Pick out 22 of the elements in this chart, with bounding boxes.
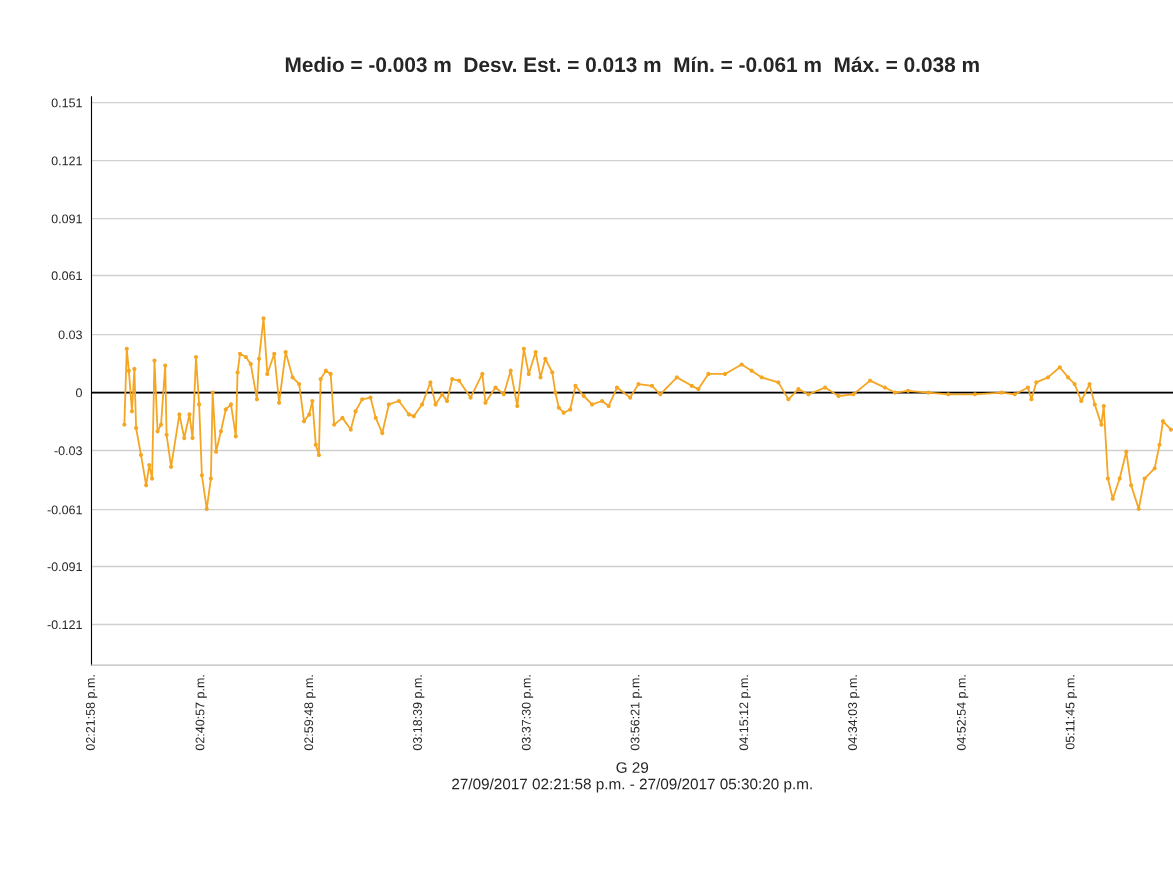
y-tick-label: -0.121 — [47, 620, 82, 630]
y-tick-label: -0.091 — [47, 562, 82, 572]
y-tick-label: 0.121 — [51, 156, 82, 166]
x-tick-label: 03:18:39 p.m. — [413, 675, 425, 751]
y-tick-label: 0.061 — [51, 271, 82, 281]
y-tick-label: 0.091 — [51, 214, 82, 224]
x-axis-title: G 29 27/09/2017 02:21:58 p.m. - 27/09/2017 05:30:20 p.m. — [452, 762, 812, 793]
chart-title: Medio = -0.003 m Desv. Est. = 0.013 m Mín. = -0.061 m Máx. = 0.038 m — [285, 56, 979, 73]
y-tick-label: -0.061 — [47, 505, 82, 515]
x-tick-label: 03:56:21 p.m. — [630, 675, 642, 751]
x-tick-label: 04:52:54 p.m. — [956, 675, 969, 751]
x-tick-label: 02:59:48 p.m. — [304, 675, 316, 751]
y-tick-label: 0.151 — [51, 98, 82, 108]
x-tick-label: 04:34:03 p.m. — [848, 675, 860, 751]
x-tick-label: 02:40:57 p.m. — [195, 675, 207, 751]
y-tick-label: 0.03 — [58, 330, 82, 340]
y-tick-label: 0 — [76, 388, 82, 398]
x-tick-label: 04:15:12 p.m. — [739, 675, 751, 751]
x-tick-label: 02:21:58 p.m. — [86, 675, 98, 751]
x-tick-label: 03:37:30 p.m. — [521, 675, 534, 751]
y-tick-label: -0.03 — [54, 446, 82, 456]
x-tick-label: 05:11:45 p.m. — [1065, 675, 1077, 750]
